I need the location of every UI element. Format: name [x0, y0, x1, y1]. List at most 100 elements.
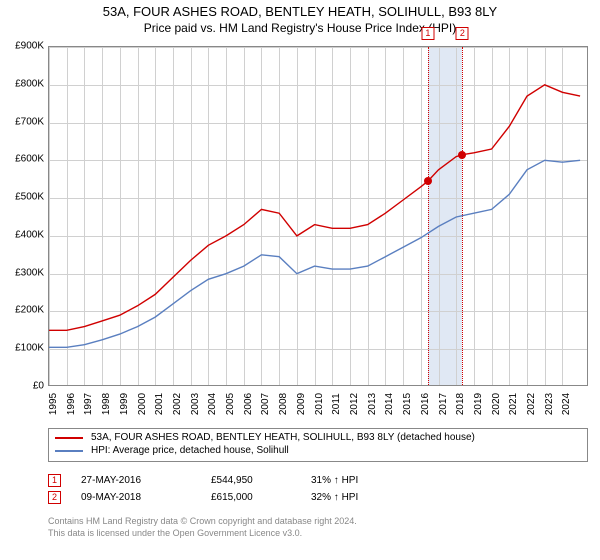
x-tick-label: 2013: [367, 393, 378, 415]
gridline-v: [226, 47, 227, 385]
gridline-v: [279, 47, 280, 385]
x-tick-label: 2014: [384, 393, 395, 415]
x-tick-label: 1997: [83, 393, 94, 415]
x-tick-label: 2021: [508, 393, 519, 415]
gridline-h: [49, 123, 587, 124]
footer-line2: This data is licensed under the Open Gov…: [48, 528, 588, 540]
y-tick-label: £600K: [0, 154, 44, 165]
x-tick-label: 2018: [455, 393, 466, 415]
x-tick-label: 1996: [66, 393, 77, 415]
gridline-v: [67, 47, 68, 385]
series-svg: [49, 47, 589, 387]
event-note: 31% ↑ HPI: [311, 475, 358, 486]
gridline-h: [49, 198, 587, 199]
plot-area: 12: [48, 46, 588, 386]
legend: 53A, FOUR ASHES ROAD, BENTLEY HEATH, SOL…: [48, 428, 588, 462]
x-tick-label: 1999: [119, 393, 130, 415]
x-tick-label: 2022: [526, 393, 537, 415]
chart-subtitle: Price paid vs. HM Land Registry's House …: [0, 21, 600, 35]
gridline-v: [403, 47, 404, 385]
x-tick-label: 1995: [48, 393, 59, 415]
x-tick-label: 2010: [314, 393, 325, 415]
event-price: £544,950: [211, 475, 291, 486]
gridline-v: [332, 47, 333, 385]
y-tick-label: £100K: [0, 343, 44, 354]
gridline-v: [120, 47, 121, 385]
y-tick-label: £300K: [0, 267, 44, 278]
gridline-v: [244, 47, 245, 385]
event-price: £615,000: [211, 492, 291, 503]
x-tick-label: 2015: [402, 393, 413, 415]
x-tick-label: 2007: [260, 393, 271, 415]
event-idx: 1: [48, 474, 61, 487]
y-tick-label: £800K: [0, 78, 44, 89]
vmarker-label: 2: [456, 27, 469, 40]
gridline-v: [492, 47, 493, 385]
gridline-h: [49, 311, 587, 312]
x-tick-label: 2005: [225, 393, 236, 415]
gridline-v: [527, 47, 528, 385]
gridline-v: [155, 47, 156, 385]
x-tick-label: 1998: [101, 393, 112, 415]
event-row: 127-MAY-2016£544,95031% ↑ HPI: [48, 472, 588, 489]
x-tick-label: 2019: [473, 393, 484, 415]
event-point: [424, 177, 432, 185]
y-tick-label: £700K: [0, 116, 44, 127]
events-table: 127-MAY-2016£544,95031% ↑ HPI209-MAY-201…: [48, 472, 588, 506]
event-note: 32% ↑ HPI: [311, 492, 358, 503]
x-tick-label: 2012: [349, 393, 360, 415]
gridline-v: [545, 47, 546, 385]
gridline-h: [49, 236, 587, 237]
x-tick-label: 2020: [491, 393, 502, 415]
footer-attribution: Contains HM Land Registry data © Crown c…: [48, 516, 588, 539]
gridline-v: [261, 47, 262, 385]
event-row: 2 09-MAY-2018 £615,000 32% ↑ HPI: [48, 489, 588, 506]
gridline-v: [439, 47, 440, 385]
gridline-v: [191, 47, 192, 385]
gridline-v: [315, 47, 316, 385]
title-block: 53A, FOUR ASHES ROAD, BENTLEY HEATH, SOL…: [0, 0, 600, 35]
gridline-v: [49, 47, 50, 385]
legend-row: HPI: Average price, detached house, Soli…: [55, 444, 581, 457]
x-tick-label: 2006: [243, 393, 254, 415]
legend-swatch: [55, 437, 83, 439]
event-date: 09-MAY-2018: [81, 492, 191, 503]
gridline-v: [173, 47, 174, 385]
gridline-v: [102, 47, 103, 385]
gridline-v: [421, 47, 422, 385]
x-tick-label: 2016: [420, 393, 431, 415]
vmarker-line: [428, 47, 429, 385]
gridline-h: [49, 349, 587, 350]
gridline-v: [368, 47, 369, 385]
x-tick-label: 2003: [190, 393, 201, 415]
x-tick-label: 2009: [296, 393, 307, 415]
x-tick-label: 2000: [137, 393, 148, 415]
legend-label: HPI: Average price, detached house, Soli…: [91, 445, 289, 456]
gridline-v: [84, 47, 85, 385]
event-idx: 2: [48, 491, 61, 504]
gridline-h: [49, 85, 587, 86]
y-tick-label: £900K: [0, 41, 44, 52]
chart-region: 12: [48, 46, 588, 386]
y-tick-label: £500K: [0, 192, 44, 203]
vband: [428, 47, 463, 385]
footer-line1: Contains HM Land Registry data © Crown c…: [48, 516, 588, 528]
event-point: [458, 151, 466, 159]
gridline-v: [208, 47, 209, 385]
x-tick-label: 2023: [544, 393, 555, 415]
gridline-v: [138, 47, 139, 385]
x-tick-label: 2011: [331, 393, 342, 415]
x-tick-label: 2004: [207, 393, 218, 415]
gridline-h: [49, 47, 587, 48]
gridline-v: [474, 47, 475, 385]
gridline-v: [562, 47, 563, 385]
gridline-v: [509, 47, 510, 385]
vmarker-line: [462, 47, 463, 385]
legend-swatch: [55, 450, 83, 452]
x-tick-label: 2008: [278, 393, 289, 415]
gridline-h: [49, 160, 587, 161]
legend-label: 53A, FOUR ASHES ROAD, BENTLEY HEATH, SOL…: [91, 432, 475, 443]
legend-row: 53A, FOUR ASHES ROAD, BENTLEY HEATH, SOL…: [55, 431, 581, 444]
vmarker-label: 1: [421, 27, 434, 40]
x-tick-label: 2002: [172, 393, 183, 415]
